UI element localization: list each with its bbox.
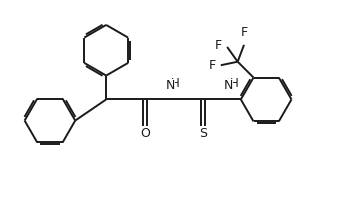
Text: F: F (215, 39, 222, 52)
Text: H: H (171, 77, 180, 90)
Text: N: N (223, 79, 233, 92)
Text: S: S (199, 127, 207, 140)
Text: N: N (166, 79, 175, 92)
Text: F: F (208, 59, 216, 72)
Text: H: H (229, 77, 238, 90)
Text: F: F (240, 26, 247, 39)
Text: O: O (140, 127, 150, 140)
